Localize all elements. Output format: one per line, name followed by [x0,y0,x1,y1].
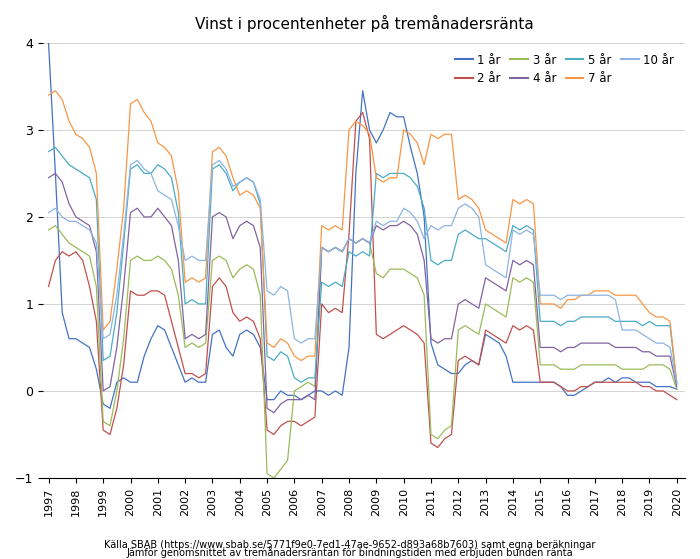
Text: Källa SBAB (https://www.sbab.se/5771f9e0-7ed1-47ae-9652-d893a68b7603) samt egna : Källa SBAB (https://www.sbab.se/5771f9e0… [104,540,596,550]
Text: Jämför genomsnittet av tremånadersräntan för bindningstiden med erbjuden bunden : Jämför genomsnittet av tremånadersräntan… [127,546,573,558]
Legend: 1 år, 2 år, 3 år, 4 år, 5 år, 7 år, 10 år: 1 år, 2 år, 3 år, 4 år, 5 år, 7 år, 10 å… [450,49,679,90]
Title: Vinst i procentenheter på tremånadersränta: Vinst i procentenheter på tremånadersrän… [195,15,533,32]
